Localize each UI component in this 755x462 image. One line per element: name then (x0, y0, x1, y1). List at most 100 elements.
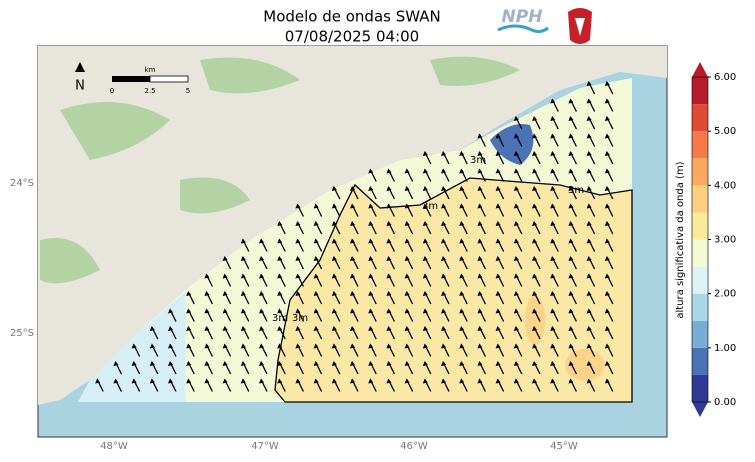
wave-arrow-head (404, 273, 410, 279)
wave-arrow-head (441, 308, 446, 314)
wave-arrow-head (240, 273, 246, 279)
colorbar-segment (692, 158, 708, 186)
wave-arrow-head (331, 291, 337, 296)
wave-arrow-head (350, 361, 355, 366)
wave-arrow-head (513, 133, 519, 139)
wave-arrow-head (477, 186, 483, 191)
wave-arrow-head (568, 151, 574, 156)
wave-arrow-head (532, 256, 537, 261)
wave-arrow-head (568, 168, 574, 174)
subtitle: 07/08/2025 04:00 (285, 28, 419, 46)
wave-arrow-head (604, 308, 610, 314)
wave-arrow-head (277, 221, 283, 226)
wave-arrow-head (295, 308, 301, 314)
wave-arrow-head (532, 361, 537, 366)
wave-arrow-head (586, 361, 592, 366)
wave-arrow-head (404, 186, 410, 191)
wave-arrow-head (477, 168, 483, 174)
wave-arrow-head (168, 378, 173, 384)
wave-arrow-head (513, 116, 519, 121)
wave-arrow-head (532, 221, 537, 226)
wave-arrow-head (350, 308, 355, 314)
wave-arrow-head (295, 238, 301, 244)
wave-arrow-head (513, 221, 519, 226)
wave-arrow-head (313, 291, 319, 296)
wave-arrow-head (350, 326, 355, 331)
wave-arrow-head (568, 378, 574, 384)
wave-arrow-head (240, 326, 246, 331)
wave-arrow-head (550, 168, 556, 174)
wave-arrow-head (495, 203, 501, 209)
wave-arrow-head (477, 273, 483, 279)
wave-arrow-head (422, 326, 428, 331)
colorbar-tick-label: 3.00 (714, 235, 736, 246)
wave-arrow-head (459, 326, 465, 331)
wave-arrow-head (222, 361, 228, 366)
wave-arrow-head (550, 116, 556, 121)
wave-arrow-head (168, 343, 173, 349)
wave-arrow-head (331, 238, 337, 244)
wave-arrow-head (204, 308, 210, 314)
wave-arrow-head (550, 291, 556, 296)
wave-arrow-head (441, 361, 446, 366)
wave-arrow-head (313, 308, 319, 314)
wave-arrow-head (186, 361, 192, 366)
wave-arrow-head (586, 168, 592, 174)
wave-arrow-head (550, 151, 556, 156)
wave-arrow-head (386, 203, 392, 209)
wave-arrow-head (386, 378, 392, 384)
wave-arrow-head (222, 378, 228, 384)
logo-text: NPH (502, 7, 543, 27)
wave-arrow-head (604, 168, 610, 174)
wave-arrow-head (441, 168, 446, 174)
wave-arrow-head (477, 133, 483, 139)
wave-arrow-head (586, 98, 592, 104)
wave-arrow-head (441, 326, 446, 331)
wave-arrow-head (513, 151, 519, 156)
wave-arrow-head (477, 361, 483, 366)
wave-arrow-head (350, 273, 355, 279)
wave-arrow-head (459, 221, 465, 226)
wave-arrow-head (331, 186, 337, 191)
wave-arrow-head (550, 203, 556, 209)
wave-arrow-head (441, 378, 446, 384)
colorbar-extend (692, 402, 708, 417)
wave-arrow-head (550, 273, 556, 279)
wave-arrow-head (331, 308, 337, 314)
wave-arrow-head (113, 378, 119, 384)
colorbar-segment (692, 320, 708, 348)
wave-arrow-head (149, 326, 155, 331)
wave-arrow-head (368, 203, 374, 209)
colorbar-segment (692, 185, 708, 213)
wave-arrow-head (386, 361, 392, 366)
contour-labels: 3m 3m 3m 3m 3m (272, 155, 584, 324)
wave-arrow-head (386, 256, 392, 261)
wave-arrow-head (532, 291, 537, 296)
wave-arrow-head (477, 343, 483, 349)
wave-arrow-head (604, 203, 610, 209)
wave-arrow-head (149, 378, 155, 384)
wave-arrow-head (313, 203, 319, 209)
north-label: N (75, 79, 85, 94)
wave-arrow-head (222, 291, 228, 296)
colorbar: 0.00 1.00 2.00 3.00 4.00 5.00 6.00 (691, 62, 736, 417)
lat-label: 25°S (10, 328, 34, 339)
wave-arrow-head (277, 273, 283, 279)
wave-arrow-head (604, 256, 610, 261)
wave-arrow-head (477, 256, 483, 261)
wave-arrow-head (404, 308, 410, 314)
wave-arrow-head (568, 361, 574, 366)
wave-arrow-head (331, 221, 337, 226)
wave-arrow-head (513, 186, 519, 191)
wave-arrow-head (313, 238, 319, 244)
title: Modelo de ondas SWAN (263, 8, 441, 26)
wave-arrow-head (277, 361, 283, 366)
wave-arrow-head (495, 186, 501, 191)
wave-arrow-head (604, 291, 610, 296)
colorbar-tick-label: 1.00 (714, 343, 736, 354)
wave-arrow-head (331, 256, 337, 261)
contour-label: 3m (568, 185, 584, 196)
wave-arrow-head (386, 273, 392, 279)
wave-arrow-head (240, 291, 246, 296)
wave-arrow-head (550, 221, 556, 226)
